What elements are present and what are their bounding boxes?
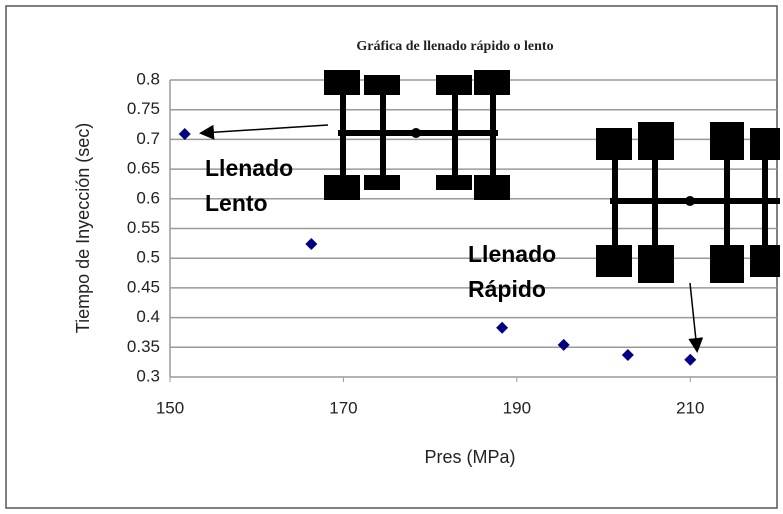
arrow — [199, 124, 329, 140]
data-point — [621, 349, 634, 362]
data-point — [496, 321, 509, 334]
annotation: Lento — [205, 190, 268, 216]
y-tick-label: 0.4 — [136, 307, 160, 326]
x-axis-label: Pres (MPa) — [424, 447, 515, 467]
chart-title: Gráfica de llenado rápido o lento — [356, 39, 553, 54]
truck-icon — [596, 122, 780, 283]
y-tick-label: 0.65 — [127, 159, 160, 178]
y-tick-label: 0.75 — [127, 99, 160, 118]
annotation: Llenado — [468, 241, 556, 267]
data-point — [305, 237, 318, 250]
y-tick-label: 0.55 — [127, 218, 160, 237]
y-tick-label: 0.8 — [136, 69, 160, 88]
x-tick-label: 170 — [329, 398, 357, 417]
y-tick-label: 0.35 — [127, 337, 160, 356]
y-tick-label: 0.45 — [127, 277, 160, 296]
y-tick-label: 0.3 — [136, 366, 160, 385]
data-point — [684, 353, 697, 366]
arrow — [688, 282, 704, 353]
x-tick-label: 210 — [676, 398, 704, 417]
data-point — [178, 128, 191, 141]
truck-icon — [324, 70, 510, 200]
annotation: Rápido — [468, 276, 546, 302]
annotation: Llenado — [205, 155, 293, 181]
x-tick-label: 190 — [503, 398, 531, 417]
x-tick-label: 150 — [156, 398, 184, 417]
truck-icons — [324, 70, 780, 283]
y-axis-label: Tiempo de Inyección (sec) — [73, 123, 93, 333]
y-tick-label: 0.7 — [136, 129, 160, 148]
y-tick-label: 0.5 — [136, 248, 160, 267]
y-tick-label: 0.6 — [136, 188, 160, 207]
data-point — [557, 338, 570, 351]
